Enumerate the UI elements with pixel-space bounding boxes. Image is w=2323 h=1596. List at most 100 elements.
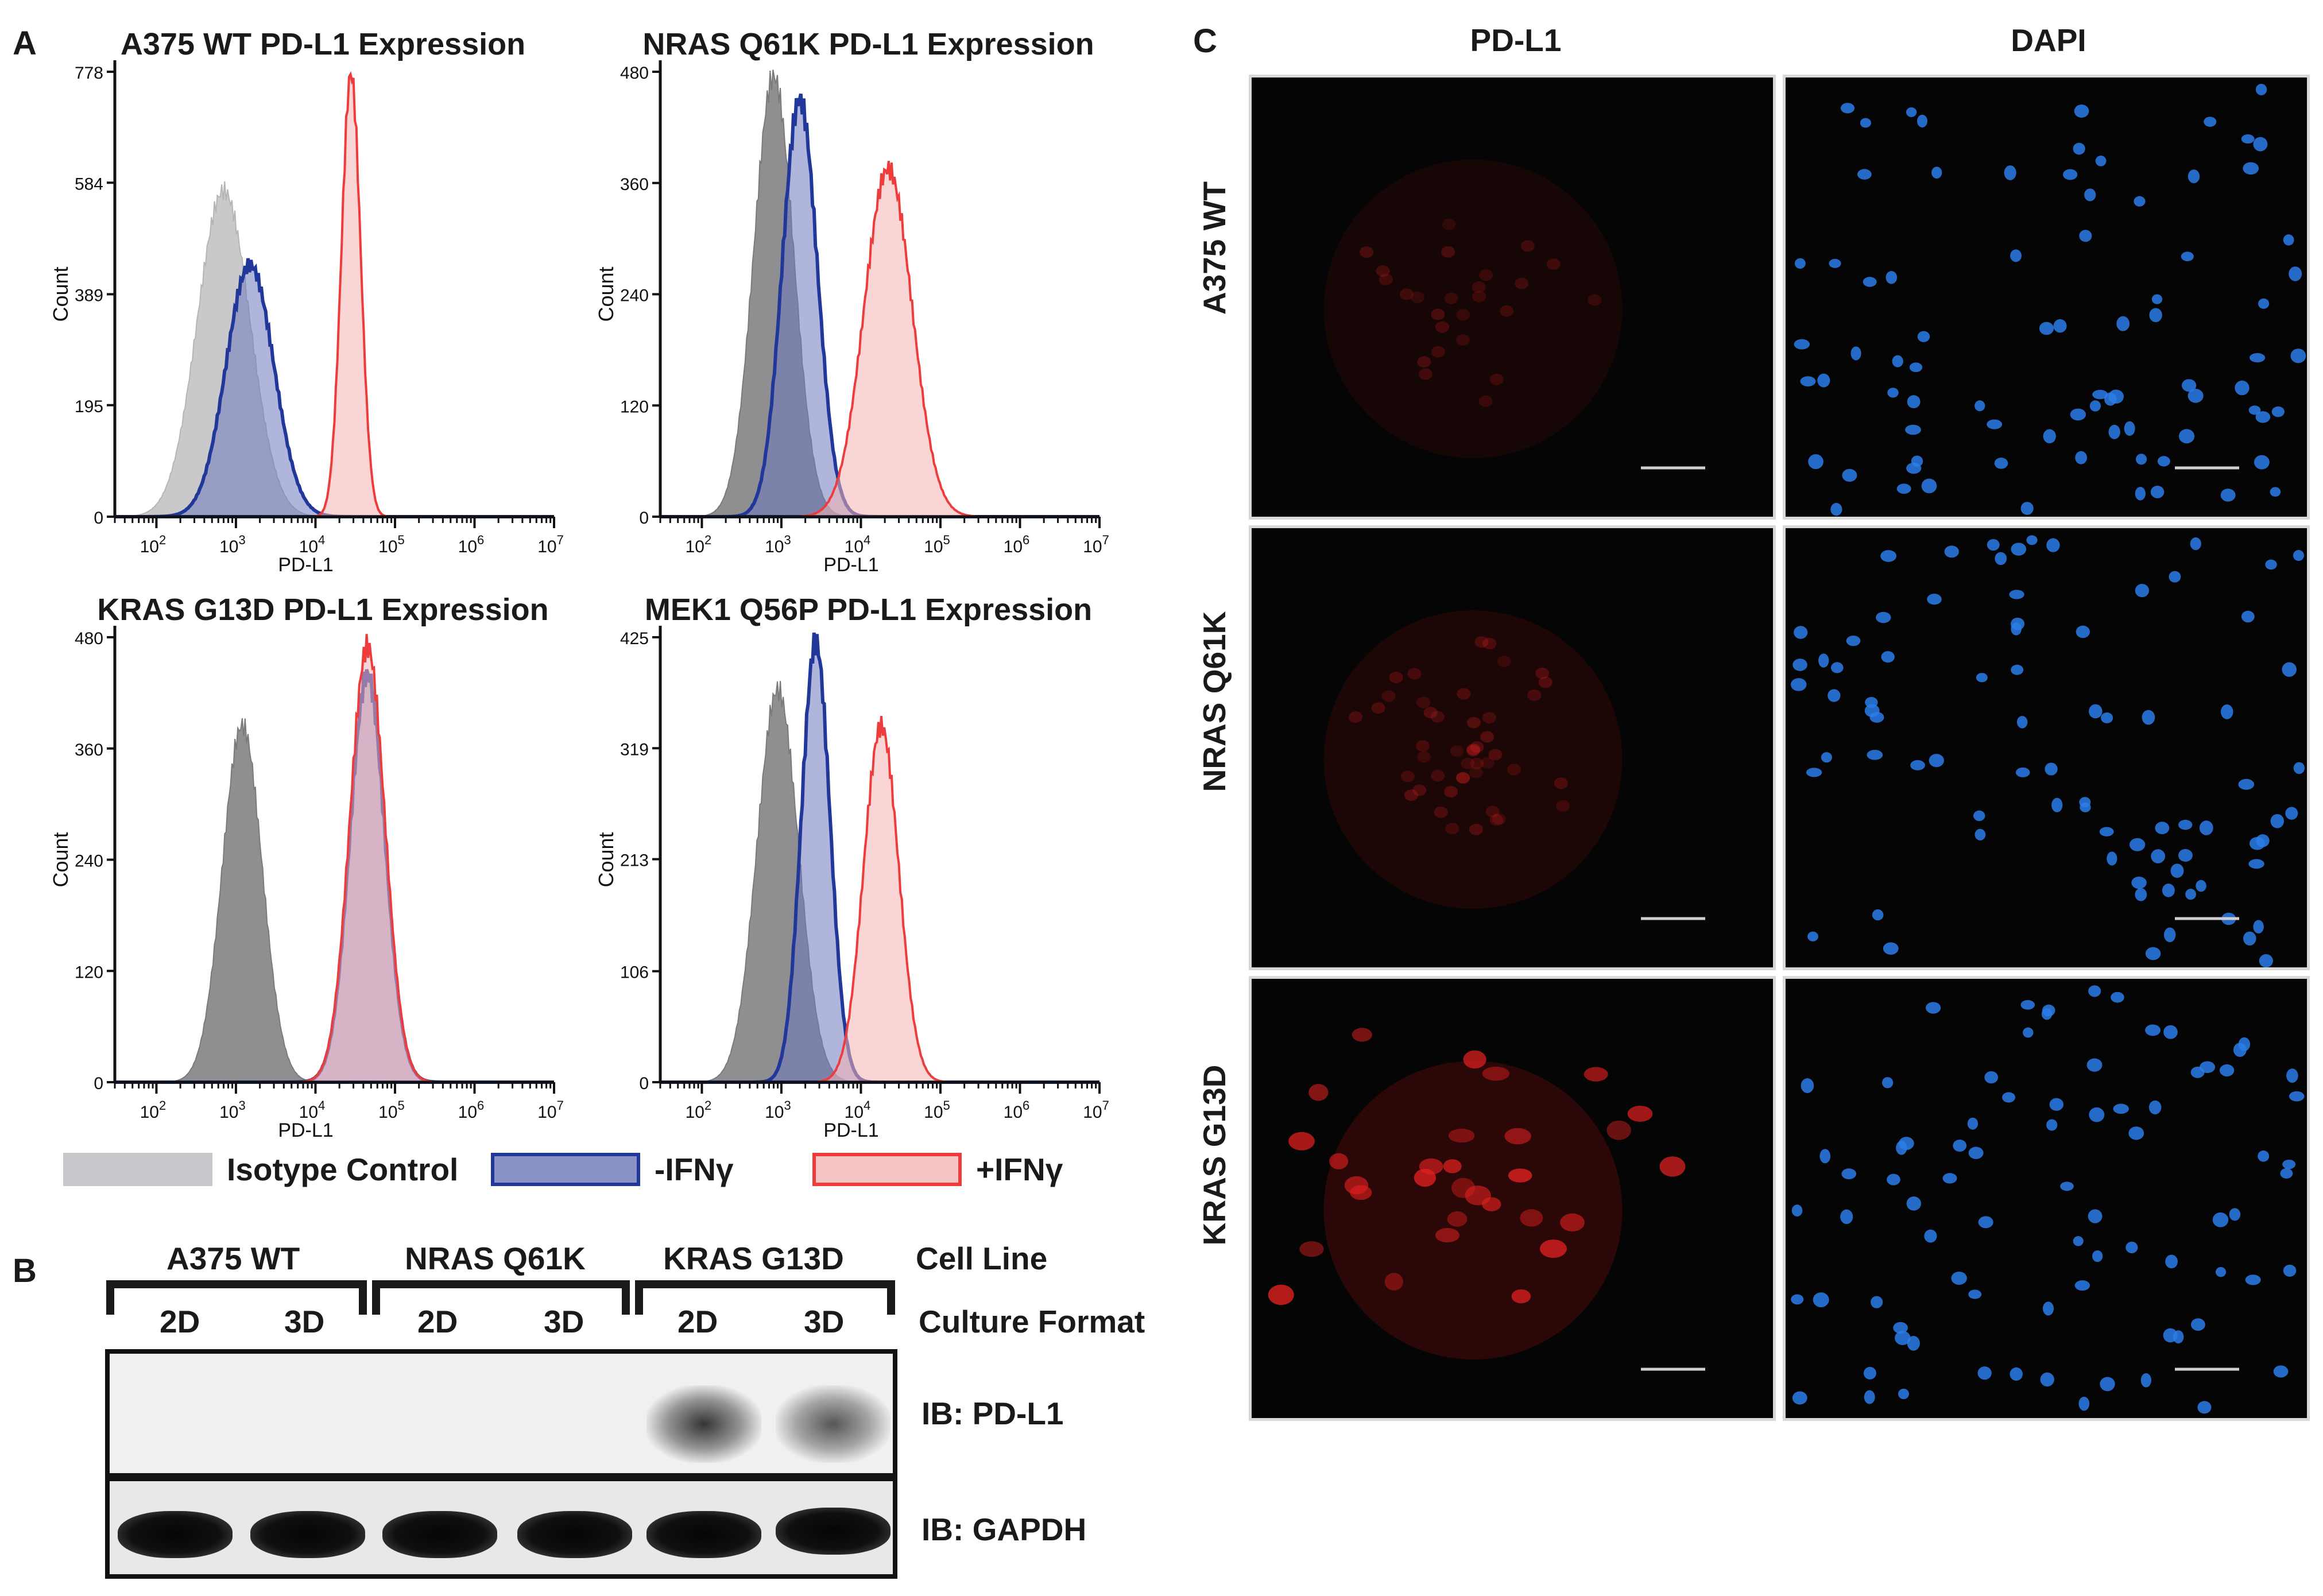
pdl1-cell (1410, 291, 1424, 303)
pdl1-cell (1412, 784, 1427, 796)
pdl1-cell (1445, 823, 1459, 835)
nucleus (2079, 230, 2092, 242)
nucleus (2173, 1330, 2184, 1344)
panel-letter-a: A (13, 25, 37, 62)
nucleus (2163, 927, 2176, 943)
histogram-title: KRAS G13D PD-L1 Expression (97, 592, 548, 627)
nucleus (2148, 1100, 2162, 1114)
pdl1-cell (1450, 745, 1464, 757)
nucleus (2010, 249, 2022, 262)
nucleus (2135, 583, 2149, 598)
nucleus (2046, 538, 2060, 552)
nucleus (2270, 487, 2281, 497)
nucleus (2108, 389, 2124, 404)
nucleus (2015, 767, 2030, 777)
nucleus (2095, 155, 2107, 166)
x-axis-label: PD-L1 (278, 1119, 333, 1137)
nucleus (2233, 1043, 2247, 1057)
nucleus (2220, 489, 2236, 502)
nucleus (1867, 750, 1883, 760)
pdl1-cell (1554, 777, 1568, 789)
y-tick-label: 0 (94, 1074, 103, 1093)
micrograph-cells (1794, 83, 2306, 516)
nucleus (2188, 169, 2200, 184)
x-tick-label: 107 (1083, 1098, 1109, 1122)
pdl1-cell (1461, 757, 1475, 769)
nucleus (1800, 376, 1816, 387)
nucleus (2043, 429, 2056, 444)
nucleus (1860, 118, 1871, 128)
x-tick-label: 104 (299, 1098, 326, 1122)
format-a375-3d: 3D (284, 1304, 325, 1339)
x-tick-label: 106 (1004, 1098, 1030, 1122)
pdl1-cell (1474, 636, 1489, 648)
nucleus (1907, 395, 1921, 409)
nucleus (2258, 1150, 2270, 1162)
pdl1-cell (1504, 1128, 1531, 1145)
nucleus (1987, 419, 2003, 429)
pdl1-cell (1349, 711, 1363, 723)
histogram-title: MEK1 Q56P PD-L1 Expression (645, 592, 1092, 627)
pdl1-cell (1435, 321, 1449, 333)
gapdh-band-5 (646, 1511, 761, 1558)
pdl1-cell (1447, 1211, 1468, 1227)
pdl1-cell (1268, 1284, 1294, 1306)
pdl1-cell (1485, 805, 1500, 818)
pdl1-cell (1482, 1066, 1510, 1081)
y-tick-label: 480 (75, 629, 103, 648)
nucleus (1830, 662, 1844, 673)
nucleus (2170, 863, 2184, 878)
cell-line-kras: KRAS G13D (663, 1241, 844, 1276)
pdl1-cell (1469, 766, 1483, 778)
nucleus (2293, 549, 2304, 561)
nucleus (1792, 1391, 1807, 1405)
pdl1-cell (1415, 740, 1430, 752)
nucleus (2190, 1318, 2205, 1331)
if-row-label-kras-text: KRAS G13D (1197, 1064, 1232, 1246)
pdl1-cell (1443, 1159, 1462, 1173)
nucleus (1806, 768, 1822, 777)
nucleus (2265, 559, 2277, 570)
western-blot-panel: A375 WT NRAS Q61K KRAS G13D Cell Line 2D… (0, 1229, 1183, 1596)
micrograph-cells (1323, 610, 1705, 920)
nucleus (1842, 468, 1857, 482)
nucleus (2092, 1250, 2103, 1262)
pdl1-cell (1539, 1239, 1567, 1258)
pdl1-band-kras-2d (646, 1385, 761, 1463)
y-axis-label: Count (49, 266, 72, 321)
nucleus (1974, 400, 1985, 412)
nucleus (1893, 1322, 1908, 1334)
pdl1-cell (1588, 294, 1602, 306)
nucleus (2273, 1365, 2289, 1378)
pdl1-cell (1441, 246, 1455, 258)
nucleus (2155, 822, 2170, 835)
nucleus (2163, 1025, 2178, 1039)
nucleus (2215, 1266, 2227, 1277)
nucleus (2060, 1181, 2074, 1191)
x-tick-label: 102 (140, 1098, 167, 1122)
nucleus (2243, 931, 2256, 946)
y-axis-label: Count (594, 266, 618, 321)
nucleus (2124, 421, 2135, 436)
nucleus (2145, 947, 2161, 960)
nucleus (2135, 486, 2146, 501)
pdl1-cell (1352, 1028, 1372, 1042)
nucleus (1817, 373, 1830, 388)
nucleus (2178, 819, 2193, 830)
pdl1-cell (1430, 711, 1445, 723)
nucleus (2245, 1275, 2261, 1285)
nucleus (2283, 1264, 2297, 1277)
nucleus (1906, 462, 1922, 474)
x-tick-label: 103 (219, 533, 246, 556)
pdl1-cell (1520, 240, 1535, 252)
blot-gapdh (105, 1477, 897, 1579)
pdl1-cell (1371, 702, 1385, 714)
pdl1-cell (1463, 1050, 1486, 1069)
legend-label-isotype: Isotype Control (227, 1152, 459, 1187)
pdl1-cell (1480, 731, 1495, 743)
micrograph-kras-dapi (1783, 976, 2310, 1421)
nucleus (1808, 454, 1823, 470)
format-kras-2d: 2D (677, 1304, 718, 1339)
row-label-culture-format: Culture Format (919, 1304, 1145, 1339)
histogram-nras: NRAS Q61K PD-L1 Expression 480 360 240 120 0 1… (594, 27, 1109, 571)
